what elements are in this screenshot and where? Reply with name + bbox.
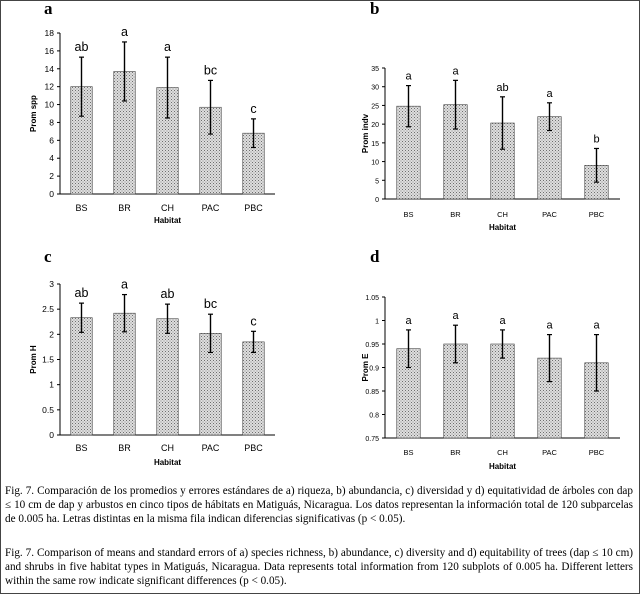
y-tick-label-2-3: 15 <box>371 141 379 148</box>
x-tick-label-3-0: BS <box>75 443 87 453</box>
y-tick-label-1-4: 8 <box>49 117 54 127</box>
x-tick-label-2-1: BR <box>450 210 461 219</box>
x-tick-label-3-3: PAC <box>202 443 220 453</box>
x-tick-label-4-0: BS <box>403 448 413 457</box>
y-tick-label-2-0: 0 <box>375 197 379 204</box>
x-tick-label-4-1: BR <box>450 448 461 457</box>
y-tick-label-3-1: 0.5 <box>42 405 54 415</box>
bar-3-BS <box>70 317 93 436</box>
significance-letter-3-0: ab <box>75 286 89 300</box>
y-tick-label-1-6: 12 <box>45 82 55 92</box>
significance-letter-4-1: a <box>452 310 459 322</box>
significance-letter-2-2: ab <box>496 82 508 94</box>
significance-letter-1-1: a <box>121 25 128 39</box>
y-tick-label-1-0: 0 <box>49 189 54 199</box>
significance-letter-2-3: a <box>546 88 553 100</box>
x-tick-label-2-2: CH <box>497 210 508 219</box>
significance-letter-1-3: bc <box>204 63 217 77</box>
y-tick-label-4-5: 1 <box>375 319 379 326</box>
x-tick-label-4-2: CH <box>497 448 508 457</box>
x-tick-label-1-2: CH <box>161 203 174 213</box>
y-tick-label-3-0: 0 <box>49 430 54 440</box>
significance-letter-4-3: a <box>546 320 553 332</box>
y-tick-label-2-6: 30 <box>371 85 379 92</box>
x-axis-label-1: Habitat <box>154 216 181 225</box>
x-tick-label-1-4: PBC <box>244 203 263 213</box>
panel-label-d: d <box>370 247 380 266</box>
y-axis-label-2: Prom indv <box>361 113 370 153</box>
y-tick-label-2-4: 20 <box>371 122 379 129</box>
significance-letter-3-2: ab <box>161 287 175 301</box>
significance-letter-3-4: c <box>250 314 256 328</box>
x-axis-label-3: Habitat <box>154 458 181 467</box>
significance-letter-4-2: a <box>499 315 506 327</box>
significance-letter-4-4: a <box>593 320 600 332</box>
y-tick-label-3-2: 1 <box>49 380 54 390</box>
y-tick-label-4-2: 0.85 <box>365 389 379 396</box>
panel-label-c: c <box>44 247 52 266</box>
x-tick-label-2-3: PAC <box>542 210 557 219</box>
y-tick-label-1-9: 18 <box>45 28 55 38</box>
y-tick-label-4-0: 0.75 <box>365 436 379 443</box>
y-tick-label-4-4: 0.95 <box>365 342 379 349</box>
y-tick-label-3-4: 2 <box>49 329 54 339</box>
y-tick-label-1-8: 16 <box>45 46 55 56</box>
x-tick-label-1-3: PAC <box>202 203 220 213</box>
x-tick-label-3-1: BR <box>118 443 131 453</box>
y-tick-label-3-6: 3 <box>49 279 54 289</box>
panel-label-b: b <box>370 0 379 18</box>
caption-spanish: Fig. 7. Comparación de los promedios y e… <box>5 485 633 525</box>
x-tick-label-1-1: BR <box>118 203 131 213</box>
y-tick-label-1-7: 14 <box>45 64 55 74</box>
y-tick-label-2-5: 25 <box>371 103 379 110</box>
x-tick-label-3-4: PBC <box>244 443 263 453</box>
y-tick-label-2-2: 10 <box>371 160 379 167</box>
significance-letter-3-1: a <box>121 278 128 292</box>
y-tick-label-2-1: 5 <box>375 178 379 185</box>
x-tick-label-4-3: PAC <box>542 448 557 457</box>
y-tick-label-3-3: 1.5 <box>42 355 54 365</box>
y-tick-label-1-3: 6 <box>49 135 54 145</box>
significance-letter-1-2: a <box>164 40 171 54</box>
bar-3-CH <box>156 318 179 436</box>
y-axis-label-3: Prom H <box>29 345 38 374</box>
y-tick-label-4-1: 0.8 <box>369 413 379 420</box>
y-tick-label-3-5: 2.5 <box>42 304 54 314</box>
y-tick-label-1-5: 10 <box>45 100 55 110</box>
significance-letter-2-1: a <box>452 65 459 77</box>
x-tick-label-4-4: PBC <box>589 448 605 457</box>
x-tick-label-2-0: BS <box>403 210 413 219</box>
significance-letter-4-0: a <box>405 315 412 327</box>
x-tick-label-3-2: CH <box>161 443 174 453</box>
y-axis-label-1: Prom spp <box>29 95 38 132</box>
x-tick-label-1-0: BS <box>75 203 87 213</box>
y-tick-label-1-1: 2 <box>49 171 54 181</box>
significance-letter-1-0: ab <box>75 40 89 54</box>
significance-letter-1-4: c <box>250 102 256 116</box>
panel-label-a: a <box>44 0 53 18</box>
y-tick-label-1-2: 4 <box>49 153 54 163</box>
y-tick-label-4-6: 1.05 <box>365 295 379 302</box>
bar-3-PBC <box>242 341 265 436</box>
y-tick-label-4-3: 0.9 <box>369 366 379 373</box>
significance-letter-3-3: bc <box>204 297 217 311</box>
significance-letter-2-4: b <box>593 133 599 145</box>
caption-english: Fig. 7. Comparison of means and standard… <box>5 547 633 587</box>
x-axis-label-2: Habitat <box>489 223 516 232</box>
x-tick-label-2-4: PBC <box>589 210 605 219</box>
y-tick-label-2-7: 35 <box>371 66 379 73</box>
significance-letter-2-0: a <box>405 71 412 83</box>
y-axis-label-4: Prom E <box>361 353 370 382</box>
x-axis-label-4: Habitat <box>489 462 516 471</box>
